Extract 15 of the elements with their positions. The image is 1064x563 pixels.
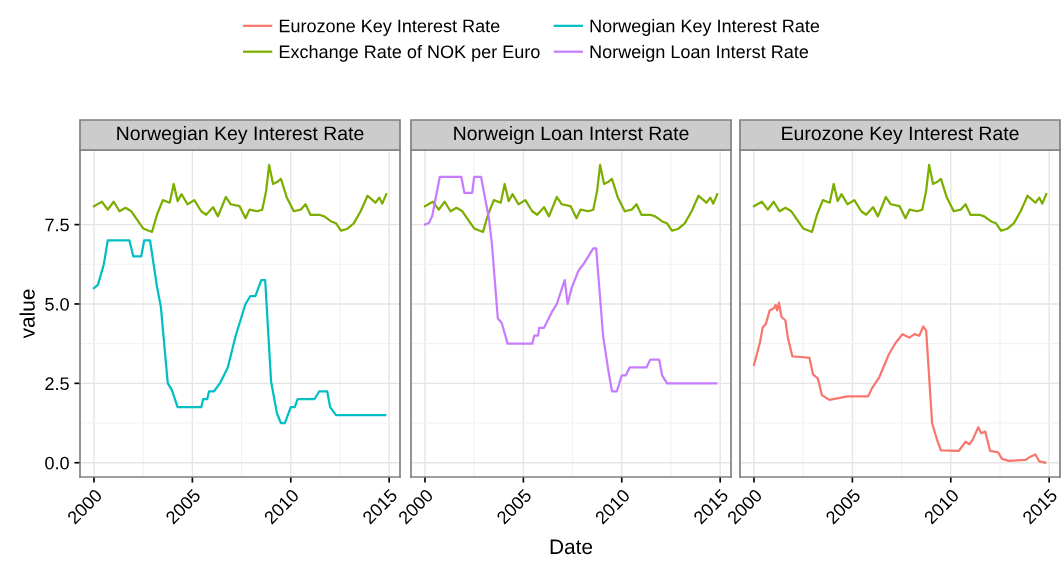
chart-title: Norweign Loan Interst Rate bbox=[454, 125, 689, 145]
y-tick-label: 7.5 bbox=[45, 218, 69, 232]
legend-label: Norwegian Key Interest Rate bbox=[590, 19, 820, 36]
legend-label: Norweign Loan Interst Rate bbox=[590, 44, 809, 62]
y-tick-label: 5.0 bbox=[45, 297, 69, 311]
legend-label: Exchange Rate of NOK per Euro bbox=[279, 44, 540, 62]
y-tick-label: 0.0 bbox=[45, 456, 69, 470]
x-axis-title: Date bbox=[550, 539, 593, 555]
legend-label: Eurozone Key Interest Rate bbox=[279, 19, 500, 36]
line-series bbox=[92, 239, 387, 425]
line-series bbox=[92, 163, 388, 234]
y-axis-title: value bbox=[19, 289, 35, 339]
y-tick-label: 2.5 bbox=[45, 377, 69, 391]
chart-title: Norwegian Key Interest Rate bbox=[117, 125, 364, 145]
chart-title: Eurozone Key Interest Rate bbox=[782, 126, 1019, 145]
